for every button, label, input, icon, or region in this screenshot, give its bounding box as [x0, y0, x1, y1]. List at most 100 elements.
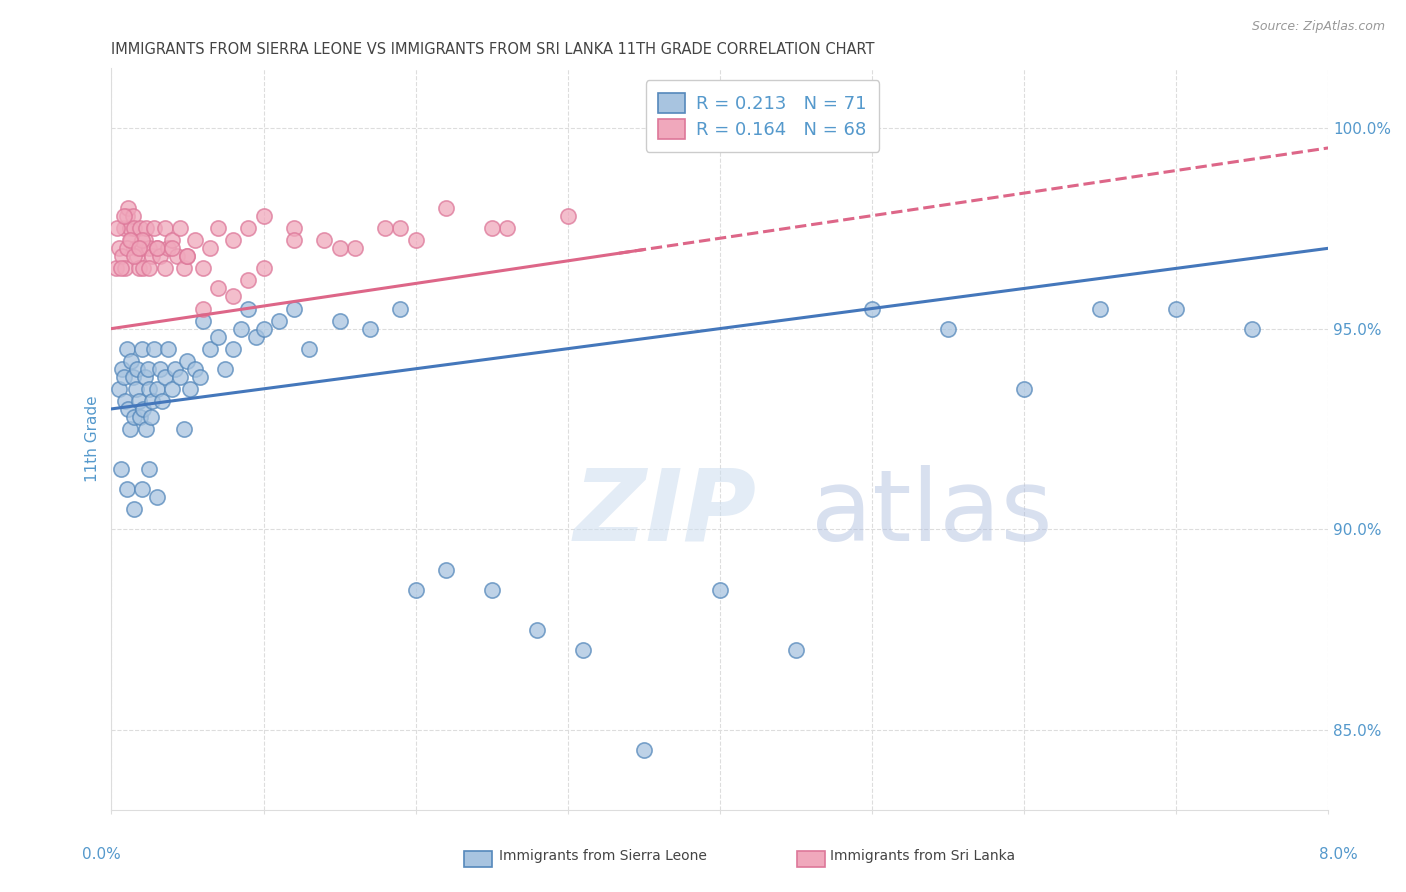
- Point: [633, 743, 655, 757]
- Point: [405, 233, 427, 247]
- Point: [139, 409, 162, 424]
- Point: [138, 382, 160, 396]
- Point: [169, 369, 191, 384]
- Text: IMMIGRANTS FROM SIERRA LEONE VS IMMIGRANTS FROM SRI LANKA 11TH GRADE CORRELATION: IMMIGRANTS FROM SIERRA LEONE VS IMMIGRAN…: [111, 42, 875, 57]
- Point: [359, 321, 381, 335]
- Point: [156, 342, 179, 356]
- Point: [115, 482, 138, 496]
- Point: [114, 393, 136, 408]
- Point: [298, 342, 321, 356]
- Point: [222, 233, 245, 247]
- Point: [143, 221, 166, 235]
- Point: [104, 261, 127, 276]
- Point: [122, 409, 145, 424]
- Point: [200, 241, 222, 255]
- Point: [207, 329, 229, 343]
- Point: [229, 321, 252, 335]
- Point: [245, 329, 267, 343]
- Text: ZIP: ZIP: [574, 465, 756, 562]
- Point: [343, 241, 366, 255]
- Point: [495, 221, 517, 235]
- Point: [173, 261, 195, 276]
- Point: [222, 289, 245, 303]
- Point: [120, 353, 142, 368]
- Point: [149, 361, 172, 376]
- Point: [434, 562, 457, 576]
- Point: [153, 221, 176, 235]
- Point: [709, 582, 731, 597]
- Point: [122, 502, 145, 516]
- Point: [131, 241, 153, 255]
- Point: [108, 241, 131, 255]
- Point: [1241, 321, 1264, 335]
- Point: [149, 249, 172, 263]
- Point: [389, 301, 412, 316]
- Point: [405, 582, 427, 597]
- Point: [135, 221, 157, 235]
- Point: [115, 342, 138, 356]
- Point: [114, 261, 136, 276]
- Point: [314, 233, 336, 247]
- Point: [184, 233, 207, 247]
- Point: [112, 221, 135, 235]
- Point: [127, 361, 149, 376]
- Point: [121, 209, 143, 223]
- Point: [156, 241, 179, 255]
- Point: [125, 241, 148, 255]
- Point: [127, 249, 149, 263]
- Point: [238, 301, 260, 316]
- Point: [176, 249, 198, 263]
- Point: [166, 249, 188, 263]
- Text: 0.0%: 0.0%: [82, 847, 121, 863]
- Point: [108, 382, 131, 396]
- Point: [165, 361, 187, 376]
- Point: [111, 361, 134, 376]
- Point: [188, 369, 211, 384]
- Point: [146, 490, 169, 504]
- Point: [191, 261, 214, 276]
- Point: [283, 233, 305, 247]
- Point: [134, 233, 156, 247]
- Legend: R = 0.213   N = 71, R = 0.164   N = 68: R = 0.213 N = 71, R = 0.164 N = 68: [645, 80, 879, 152]
- Point: [222, 342, 245, 356]
- Point: [153, 369, 176, 384]
- Point: [138, 261, 160, 276]
- Point: [173, 422, 195, 436]
- Point: [112, 369, 135, 384]
- Point: [122, 249, 145, 263]
- Point: [128, 393, 150, 408]
- Point: [252, 209, 274, 223]
- Point: [131, 342, 153, 356]
- Text: 8.0%: 8.0%: [1319, 847, 1358, 863]
- Point: [132, 401, 155, 416]
- Point: [128, 261, 150, 276]
- Point: [374, 221, 396, 235]
- Point: [129, 221, 152, 235]
- Point: [169, 221, 191, 235]
- Point: [389, 221, 412, 235]
- Point: [132, 261, 155, 276]
- Point: [150, 393, 173, 408]
- Point: [122, 221, 145, 235]
- Point: [238, 273, 260, 287]
- Point: [267, 313, 290, 327]
- Point: [200, 342, 222, 356]
- Point: [176, 249, 198, 263]
- Point: [141, 249, 163, 263]
- Point: [111, 249, 134, 263]
- Point: [118, 221, 141, 235]
- Point: [283, 221, 305, 235]
- Point: [117, 201, 139, 215]
- Point: [936, 321, 959, 335]
- Point: [162, 241, 184, 255]
- Point: [207, 221, 229, 235]
- Text: Immigrants from Sierra Leone: Immigrants from Sierra Leone: [499, 849, 707, 863]
- Point: [112, 209, 135, 223]
- Point: [134, 369, 156, 384]
- Point: [129, 409, 152, 424]
- Point: [1164, 301, 1187, 316]
- Point: [481, 221, 503, 235]
- Point: [118, 233, 141, 247]
- Point: [572, 642, 595, 657]
- Point: [131, 233, 153, 247]
